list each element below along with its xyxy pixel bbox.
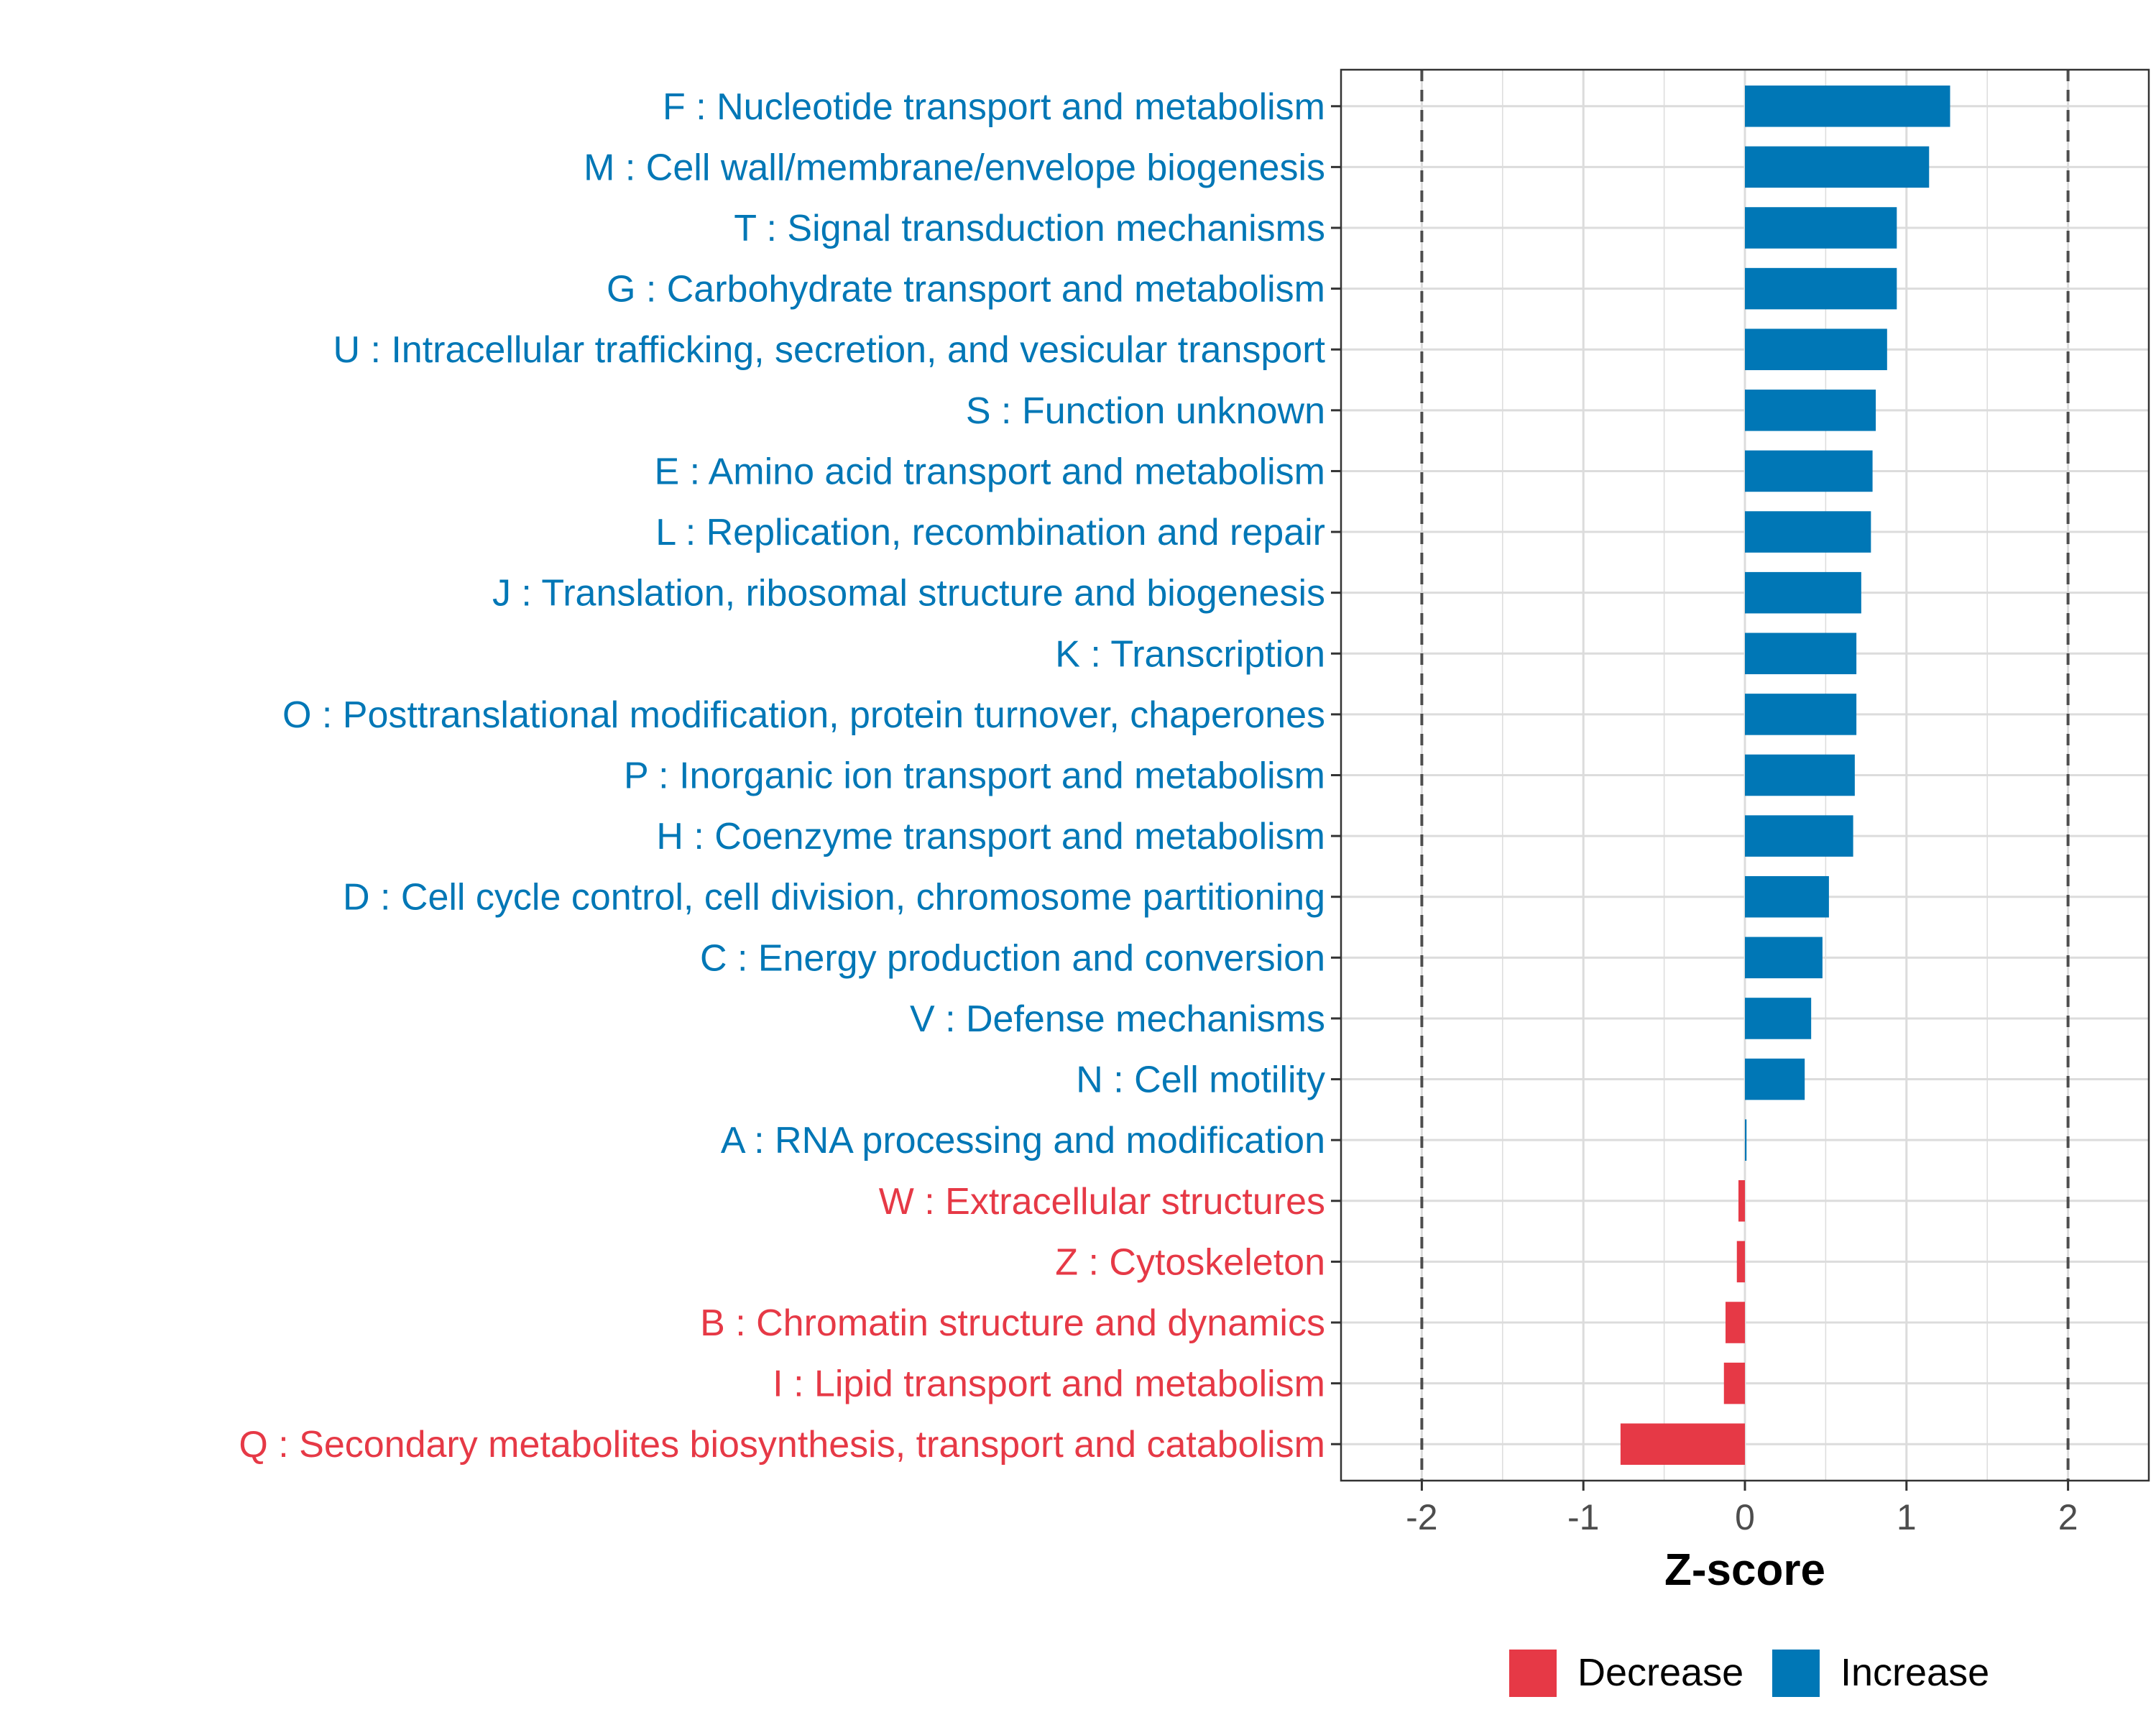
y-tick-label: M : Cell wall/membrane/envelope biogenes…	[584, 147, 1325, 188]
x-tick-label: 0	[1735, 1497, 1755, 1537]
y-tick-label: S : Function unknown	[966, 390, 1325, 432]
y-tick-label: C : Energy production and conversion	[700, 937, 1325, 979]
legend-label-increase: Increase	[1841, 1651, 1989, 1694]
x-tick-label: 1	[1897, 1497, 1917, 1537]
y-tick-label: W : Extracellular structures	[879, 1181, 1325, 1223]
bar-n	[1745, 1058, 1805, 1100]
x-tick-label: -1	[1567, 1497, 1599, 1537]
bar-z	[1736, 1241, 1745, 1283]
x-axis-title: Z-score	[1664, 1545, 1825, 1595]
bar-k	[1745, 632, 1857, 675]
bars	[1620, 85, 1950, 1466]
bar-t	[1745, 207, 1897, 249]
bar-c	[1745, 937, 1823, 979]
legend-swatch-increase	[1772, 1650, 1820, 1697]
bar-s	[1745, 390, 1876, 431]
bar-u	[1745, 328, 1887, 370]
bar-e	[1745, 450, 1873, 492]
bar-o	[1745, 694, 1857, 735]
y-tick-label: I : Lipid transport and metabolism	[773, 1363, 1325, 1405]
y-tick-label: J : Translation, ribosomal structure and…	[492, 573, 1325, 615]
bar-l	[1745, 511, 1871, 553]
y-tick-label: H : Coenzyme transport and metabolism	[656, 816, 1325, 857]
bar-w	[1738, 1180, 1745, 1222]
y-tick-label: V : Defense mechanisms	[910, 998, 1325, 1040]
legend: Decrease Increase	[1509, 1650, 1989, 1697]
y-tick-label: O : Posttranslational modification, prot…	[282, 694, 1325, 736]
x-tick-label: 2	[2058, 1497, 2078, 1537]
legend-swatch-decrease	[1509, 1650, 1557, 1697]
bar-v	[1745, 998, 1812, 1039]
x-tick-label: -2	[1406, 1497, 1437, 1537]
y-tick-label: N : Cell motility	[1076, 1059, 1325, 1101]
y-tick-label: D : Cell cycle control, cell division, c…	[343, 877, 1325, 919]
bar-q	[1620, 1423, 1745, 1466]
y-tick-label: P : Inorganic ion transport and metaboli…	[624, 755, 1325, 797]
bar-h	[1745, 815, 1853, 857]
y-tick-label: B : Chromatin structure and dynamics	[700, 1302, 1325, 1344]
bar-b	[1726, 1302, 1745, 1343]
bar-f	[1745, 85, 1950, 127]
y-tick-label: F : Nucleotide transport and metabolism	[663, 86, 1325, 128]
y-tick-label: T : Signal transduction mechanisms	[734, 208, 1325, 249]
y-tick-label: E : Amino acid transport and metabolism	[654, 451, 1325, 492]
bar-g	[1745, 267, 1897, 310]
y-tick-label: A : RNA processing and modification	[721, 1120, 1325, 1162]
legend-label-decrease: Decrease	[1577, 1651, 1743, 1694]
bar-i	[1723, 1362, 1745, 1404]
bar-j	[1745, 571, 1861, 614]
y-axis-ticks: F : Nucleotide transport and metabolism M…	[239, 86, 1341, 1466]
y-tick-label: G : Carbohydrate transport and metabolis…	[607, 269, 1325, 310]
y-tick-label: K : Transcription	[1055, 633, 1325, 675]
y-tick-label: Z : Cytoskeleton	[1055, 1241, 1325, 1283]
bar-a	[1745, 1119, 1747, 1161]
y-tick-label: U : Intracellular trafficking, secretion…	[333, 329, 1325, 371]
bar-m	[1745, 146, 1930, 188]
reference-lines	[1420, 70, 2070, 1481]
y-tick-label: L : Replication, recombination and repai…	[655, 512, 1325, 553]
x-axis-ticks: -2 -1 0 1 2	[1406, 1481, 2078, 1537]
bar-d	[1745, 875, 1829, 918]
y-tick-label: Q : Secondary metabolites biosynthesis, …	[239, 1424, 1325, 1466]
bar-p	[1745, 754, 1855, 796]
